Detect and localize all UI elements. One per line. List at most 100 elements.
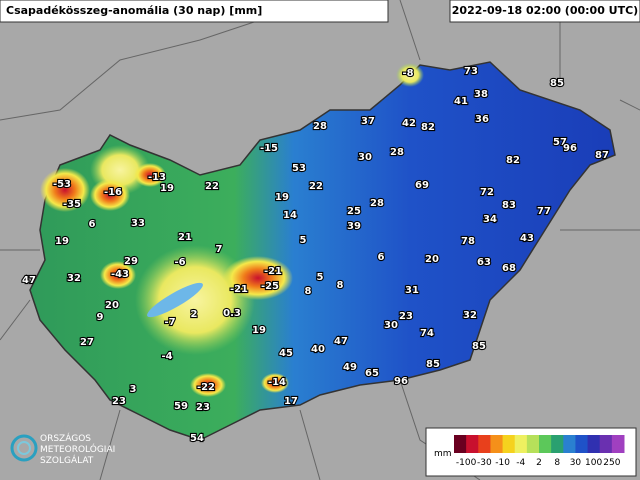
station-value: 53 — [292, 163, 306, 174]
station-value: 9 — [97, 312, 104, 323]
station-value: 96 — [394, 376, 408, 387]
station-value: 73 — [464, 66, 478, 77]
legend-swatch — [478, 435, 491, 453]
station-value: 5 — [300, 235, 307, 246]
logo-line: ORSZÁGOS — [40, 432, 91, 444]
legend: -100 -30 -10 -4 2 8 30 100 250 — [454, 435, 625, 468]
station-value: 41 — [454, 96, 468, 107]
station-value: 27 — [80, 337, 94, 348]
station-value: 54 — [190, 433, 204, 444]
station-value: -13 — [148, 172, 166, 183]
station-value: 0.3 — [223, 308, 241, 319]
legend-label: -10 — [495, 458, 510, 468]
station-value: -21 — [230, 284, 248, 295]
station-value: 72 — [480, 187, 494, 198]
station-value: 87 — [595, 150, 609, 161]
logo-line: METEOROLÓGIAI — [40, 443, 115, 455]
station-value: -4 — [161, 351, 172, 362]
station-value: 28 — [313, 121, 327, 132]
legend-label: -30 — [477, 458, 492, 468]
station-value: -25 — [261, 281, 279, 292]
station-value: 30 — [384, 320, 398, 331]
legend-label: -4 — [516, 458, 525, 468]
station-value: 49 — [343, 362, 357, 373]
station-value: -35 — [63, 199, 81, 210]
station-value: -43 — [111, 269, 129, 280]
station-value: 20 — [105, 300, 119, 311]
station-value: -6 — [174, 257, 185, 268]
station-value: 85 — [472, 341, 486, 352]
legend-swatch — [514, 435, 528, 453]
station-value: 47 — [22, 275, 36, 286]
station-value: 82 — [506, 155, 520, 166]
station-value: -53 — [53, 179, 71, 190]
station-value: 8 — [305, 286, 312, 297]
station-value: 6 — [378, 252, 385, 263]
station-value: 31 — [405, 285, 419, 296]
station-value: 8 — [337, 280, 344, 291]
station-value: -16 — [104, 187, 122, 198]
station-value: 83 — [502, 200, 516, 211]
timestamp: 2022-09-18 02:00 (00:00 UTC) — [452, 4, 638, 17]
station-value: 19 — [55, 236, 69, 247]
station-value: 59 — [174, 401, 188, 412]
station-value: 19 — [160, 183, 174, 194]
station-value: 21 — [178, 232, 192, 243]
legend-unit: mm — [434, 449, 452, 459]
station-value: 22 — [205, 181, 219, 192]
station-value: 57 — [553, 137, 567, 148]
station-value: 40 — [311, 344, 325, 355]
station-value: 30 — [358, 152, 372, 163]
station-value: 23 — [112, 396, 126, 407]
station-value: 5 — [317, 272, 324, 283]
station-value: 42 — [402, 118, 416, 129]
station-value: 28 — [370, 198, 384, 209]
legend-swatch — [551, 435, 564, 453]
station-value: 25 — [347, 206, 361, 217]
station-value: -7 — [164, 317, 175, 328]
station-value: 14 — [283, 210, 297, 221]
station-value: 19 — [252, 325, 266, 336]
legend-swatch — [599, 435, 613, 453]
station-value: 77 — [537, 206, 551, 217]
legend-swatch — [490, 435, 504, 453]
station-value: 33 — [131, 218, 145, 229]
legend-label: 2 — [536, 458, 542, 468]
station-value: 78 — [461, 236, 475, 247]
station-value: -15 — [260, 143, 278, 154]
legend-label: 30 — [570, 458, 582, 468]
station-value: 38 — [474, 89, 488, 100]
station-value: 85 — [550, 78, 564, 89]
station-value: -21 — [264, 266, 282, 277]
station-value: 63 — [477, 257, 491, 268]
station-value: 37 — [361, 116, 375, 127]
time-box — [449, 0, 640, 23]
station-value: -14 — [268, 377, 286, 388]
station-value: 23 — [399, 311, 413, 322]
station-value: 69 — [415, 180, 429, 191]
station-value: 22 — [309, 181, 323, 192]
legend-label: 8 — [554, 458, 560, 468]
station-value: 36 — [475, 114, 489, 125]
station-value: 29 — [124, 256, 138, 267]
legend-label: 100 — [585, 458, 602, 468]
title-box — [0, 0, 389, 23]
station-value: 47 — [334, 336, 348, 347]
station-value: 17 — [284, 396, 298, 407]
station-value: 96 — [563, 143, 577, 154]
logo: ORSZÁGOS METEOROLÓGIAI SZOLGÁLAT — [10, 432, 115, 466]
legend-swatch — [502, 435, 516, 453]
legend-swatch — [587, 435, 601, 453]
legend-swatch — [563, 435, 576, 453]
station-value: 28 — [390, 147, 404, 158]
station-value: 34 — [483, 214, 497, 225]
station-value: 20 — [425, 254, 439, 265]
station-value: -8 — [402, 68, 413, 79]
title: Csapadékösszeg-anomália (30 nap) [mm] — [6, 4, 262, 17]
station-value: 6 — [89, 219, 96, 230]
station-value: 68 — [502, 263, 516, 274]
legend-label: -100 — [456, 458, 477, 468]
